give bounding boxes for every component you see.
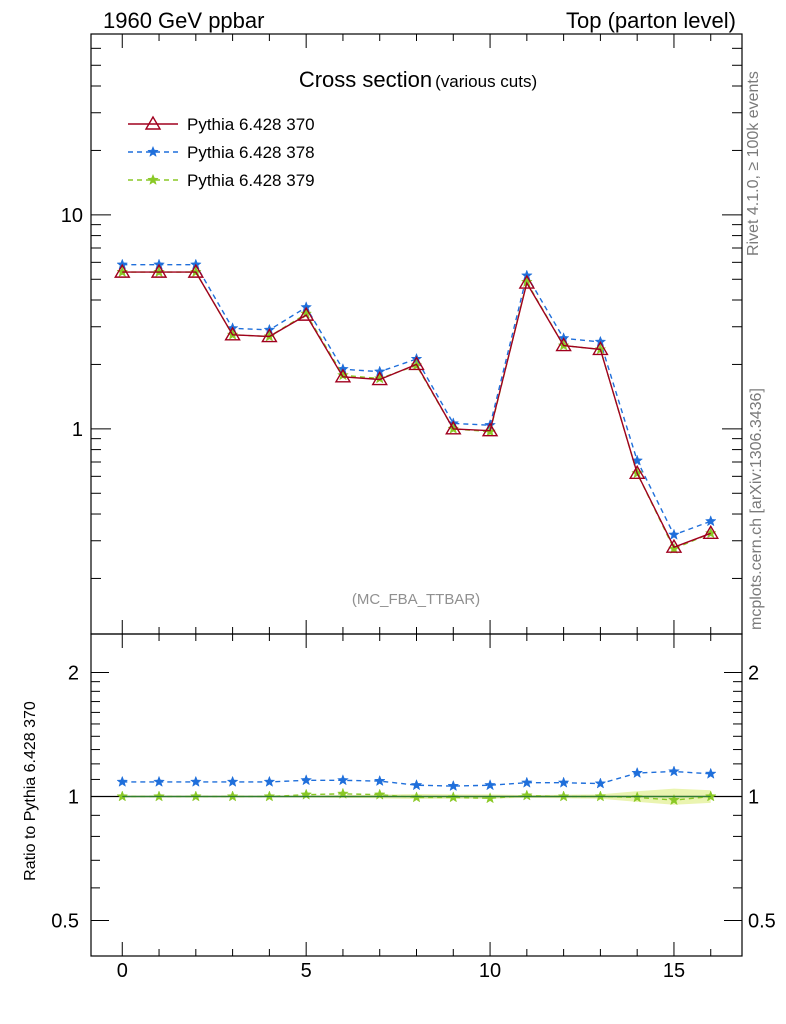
data-point bbox=[704, 515, 717, 527]
ratio-data-point bbox=[520, 776, 533, 788]
legend-label: Pythia 6.428 379 bbox=[187, 171, 315, 190]
ratio-data-point bbox=[668, 793, 680, 806]
y-tick-label: 1 bbox=[68, 786, 79, 808]
x-tick-label: 15 bbox=[663, 960, 685, 982]
data-point bbox=[337, 369, 349, 381]
legend-marker bbox=[147, 145, 159, 157]
data-point bbox=[665, 538, 683, 553]
x-tick-label: 10 bbox=[479, 960, 501, 982]
ratio-data-point bbox=[631, 766, 644, 779]
plot-title: Cross section (various cuts) bbox=[299, 67, 537, 92]
series-line bbox=[122, 271, 711, 549]
data-point bbox=[334, 368, 352, 383]
data-point bbox=[297, 306, 315, 321]
data-point bbox=[114, 263, 131, 278]
ratio-data-point bbox=[116, 775, 129, 787]
data-point bbox=[518, 274, 536, 289]
y-tick-label: 0.5 bbox=[51, 910, 79, 932]
legend-marker bbox=[147, 173, 159, 185]
legend-label: Pythia 6.428 378 bbox=[187, 143, 315, 162]
ratio-plot: 0.5 0.5 1 1 2 2 0 5 10 15 Ratio to Pythia 6.428 37… bbox=[22, 633, 776, 982]
data-point bbox=[373, 372, 386, 384]
y-tick-label-right: 0.5 bbox=[748, 910, 776, 932]
ratio-data-point bbox=[337, 774, 349, 786]
data-point bbox=[555, 337, 572, 352]
main-plot: 1 10 Cross section (various cuts) (MC_FBA_TT… bbox=[61, 33, 743, 635]
ratio-data-point bbox=[484, 792, 496, 804]
data-point bbox=[592, 341, 609, 356]
series-line bbox=[122, 264, 711, 536]
data-point bbox=[224, 326, 241, 341]
ratio-data-point bbox=[153, 775, 165, 787]
ratio-data-point bbox=[704, 790, 717, 802]
data-point bbox=[150, 263, 168, 278]
ratio-data-point bbox=[447, 779, 460, 792]
data-point bbox=[371, 371, 388, 386]
x-tick-label: 0 bbox=[117, 960, 128, 982]
series-line bbox=[122, 271, 711, 550]
analysis-watermark: (MC_FBA_TTBAR) bbox=[352, 591, 480, 608]
data-point bbox=[116, 265, 129, 278]
ratio-data-point bbox=[226, 775, 239, 787]
ratio-data-point bbox=[373, 774, 386, 787]
data-point bbox=[704, 527, 717, 539]
data-point bbox=[187, 263, 205, 278]
ratio-data-point bbox=[300, 788, 313, 800]
ratio-data-point bbox=[410, 778, 423, 791]
y-tick-label-right: 2 bbox=[748, 662, 759, 684]
legend-label: Pythia 6.428 370 bbox=[187, 115, 315, 134]
data-point bbox=[408, 356, 425, 371]
y-tick-label: 10 bbox=[61, 205, 83, 227]
legend-marker bbox=[144, 115, 162, 130]
header-right-label: Top (parton level) bbox=[566, 8, 736, 33]
ratio-data-point bbox=[704, 767, 717, 779]
ratio-data-point bbox=[668, 765, 680, 777]
ratio-data-point bbox=[116, 790, 129, 802]
y-tick-label: 2 bbox=[68, 662, 79, 684]
ratio-y-axis-label: Ratio to Pythia 6.428 370 bbox=[22, 701, 39, 881]
ratio-data-point bbox=[557, 776, 570, 788]
data-point bbox=[481, 422, 499, 437]
data-point bbox=[668, 528, 680, 540]
y-tick-label: 1 bbox=[72, 419, 83, 441]
ratio-data-point bbox=[520, 789, 533, 801]
ratio-data-point bbox=[189, 775, 202, 787]
ratio-data-point bbox=[263, 775, 276, 787]
data-point bbox=[628, 464, 646, 479]
data-point bbox=[702, 524, 719, 540]
x-tick-label: 5 bbox=[301, 960, 312, 982]
y-tick-label-right: 1 bbox=[748, 786, 759, 808]
ratio-data-point bbox=[484, 778, 497, 791]
header-left-label: 1960 GeV ppbar bbox=[103, 8, 265, 33]
ratio-data-point bbox=[300, 774, 313, 786]
data-point bbox=[445, 420, 462, 435]
ratio-data-point bbox=[594, 777, 607, 789]
data-point bbox=[261, 328, 278, 343]
